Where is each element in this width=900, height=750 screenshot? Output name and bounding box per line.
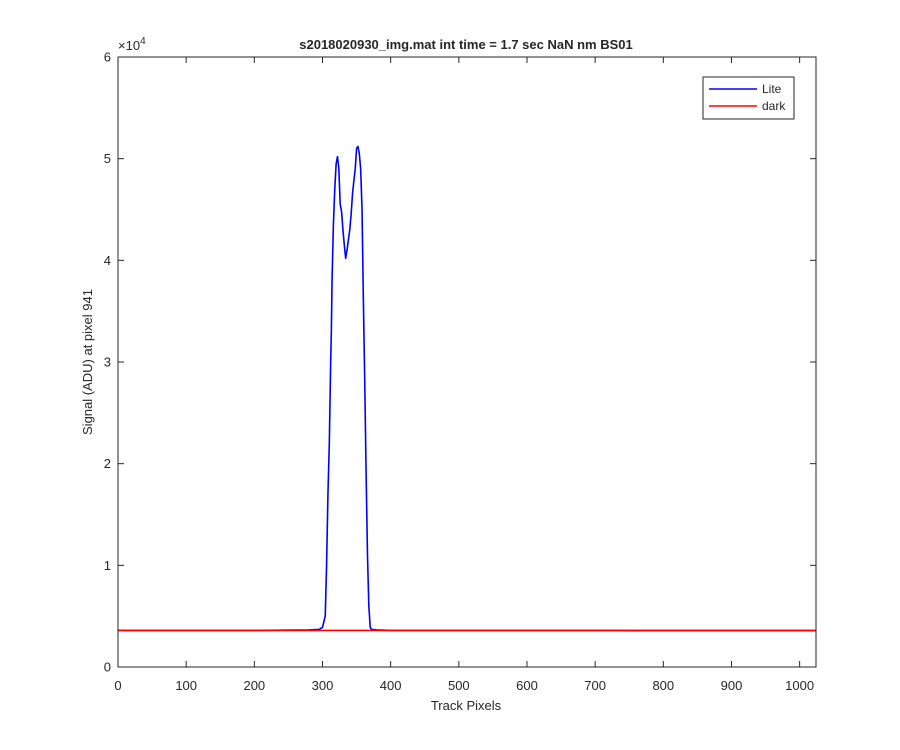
y-tick-label: 6 xyxy=(104,50,111,65)
x-tick-label: 700 xyxy=(584,678,606,693)
legend-label-dark: dark xyxy=(762,99,786,113)
chart-title: s2018020930_img.mat int time = 1.7 sec N… xyxy=(299,37,633,52)
x-tick-label: 900 xyxy=(721,678,743,693)
y-axis-ticks: 0 1 2 3 4 5 6 xyxy=(104,50,816,675)
y-tick-label: 1 xyxy=(104,558,111,573)
y-tick-label: 5 xyxy=(104,151,111,166)
series-line-lite xyxy=(118,145,816,632)
y-exponent-label: ×104 xyxy=(118,36,146,53)
y-tick-label: 4 xyxy=(104,253,111,268)
y-tick-label: 2 xyxy=(104,456,111,471)
legend: Lite dark xyxy=(702,76,795,120)
x-tick-label: 300 xyxy=(312,678,334,693)
y-exponent-power: 4 xyxy=(140,36,146,47)
y-axis-label: Signal (ADU) at pixel 941 xyxy=(80,289,95,435)
legend-label-lite: Lite xyxy=(762,82,782,96)
y-tick-label: 0 xyxy=(104,660,111,675)
legend-box xyxy=(702,76,795,120)
plot-area xyxy=(118,57,816,667)
series-layer xyxy=(118,145,816,632)
x-axis-ticks: 0 100 200 300 400 500 600 700 800 900 1000 xyxy=(114,57,814,693)
x-axis-label: Track Pixels xyxy=(431,698,502,713)
y-exponent-base: ×10 xyxy=(118,38,140,53)
x-tick-label: 500 xyxy=(448,678,470,693)
x-tick-label: 1000 xyxy=(785,678,814,693)
y-tick-label: 3 xyxy=(104,355,111,370)
x-tick-label: 600 xyxy=(516,678,538,693)
x-tick-label: 100 xyxy=(175,678,197,693)
x-tick-label: 0 xyxy=(114,678,121,693)
x-tick-label: 200 xyxy=(243,678,265,693)
x-tick-label: 800 xyxy=(652,678,674,693)
x-tick-label: 400 xyxy=(380,678,402,693)
